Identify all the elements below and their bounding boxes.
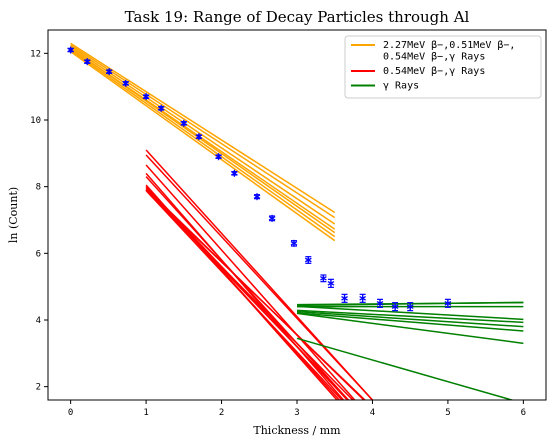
star-marker-stroke (195, 134, 203, 139)
fit-line-green-0 (296, 337, 515, 400)
legend: 2.27MeV β−,0.51MeV β−,0.54MeV β−,γ Rays0… (344, 35, 542, 99)
star-marker-stroke (180, 121, 188, 126)
star-marker-stroke (327, 281, 335, 286)
fit-line-red-10 (145, 189, 354, 400)
legend-box (344, 35, 542, 99)
star-marker-stroke (359, 296, 367, 301)
star-marker-stroke (122, 81, 130, 86)
fit-line-green-1 (296, 312, 524, 345)
fit-line-orange-5 (70, 49, 336, 238)
fit-line-green-4 (296, 310, 524, 328)
fit-line-red-8 (145, 190, 343, 400)
y-tick-label: 2 (36, 383, 41, 393)
data-point (359, 293, 367, 303)
star-marker-stroke (83, 59, 91, 64)
data-point (341, 293, 348, 303)
data-point (391, 302, 399, 312)
data-point (83, 58, 91, 66)
x-tick-label: 6 (521, 408, 526, 418)
legend-item: 2.27MeV β−,0.51MeV β−,0.54MeV β−,γ Rays (351, 40, 515, 63)
data-point (268, 214, 276, 222)
x-tick-label: 4 (370, 408, 375, 418)
y-tick-label: 10 (30, 116, 41, 126)
x-tick-label: 5 (445, 408, 450, 418)
x-tick-label: 2 (219, 408, 224, 418)
data-point (215, 153, 222, 161)
legend-item: 0.54MeV β−,γ Rays (351, 66, 485, 77)
legend-item: γ Rays (351, 81, 419, 92)
data-points (67, 46, 452, 312)
legend-label: 0.54MeV β−,γ Rays (383, 66, 485, 77)
fit-line-red-3 (145, 172, 345, 400)
fit-line-red-12 (145, 188, 366, 400)
fit-line-orange-1 (70, 44, 336, 219)
star-marker-stroke (376, 301, 384, 306)
fit-line-orange-2 (70, 46, 336, 225)
star-marker-stroke (215, 154, 222, 159)
legend-label: γ Rays (383, 81, 419, 92)
star-marker-stroke (105, 69, 113, 74)
data-point (157, 104, 165, 112)
star-marker-stroke (406, 304, 414, 309)
y-tick-label: 12 (30, 49, 41, 59)
star-marker-stroke (290, 241, 298, 246)
star-marker-stroke (231, 171, 238, 176)
star-marker-stroke (320, 276, 327, 281)
fit-line-green-3 (296, 312, 524, 332)
fit-line-green-2 (296, 305, 524, 321)
star-marker-stroke (304, 257, 312, 263)
y-tick-label: 6 (36, 249, 41, 259)
fit-family-orange (70, 42, 336, 242)
data-point (253, 193, 261, 201)
legend-label: 2.27MeV β−,0.51MeV β−, (383, 40, 515, 51)
fit-line-orange-0 (70, 42, 336, 214)
fit-line-red-1 (145, 154, 374, 400)
star-marker-stroke (268, 216, 276, 221)
data-point (327, 278, 335, 288)
y-axis-label: ln (Count) (7, 187, 20, 243)
legend-label: 0.54MeV β−,γ Rays (383, 52, 485, 63)
data-point (304, 256, 312, 264)
chart-title: Task 19: Range of Decay Particles throug… (125, 8, 470, 26)
data-point (105, 68, 113, 76)
data-point (444, 298, 452, 308)
data-point (406, 302, 414, 312)
data-point (231, 169, 238, 177)
data-point (320, 274, 327, 283)
x-tick-label: 3 (294, 408, 299, 418)
fit-line-red-2 (145, 164, 356, 400)
data-point (290, 239, 298, 247)
data-point (67, 46, 74, 54)
fit-family-red (145, 149, 374, 400)
star-marker-stroke (67, 47, 74, 53)
star-marker-stroke (253, 194, 261, 199)
fit-line-orange-4 (70, 47, 336, 234)
data-point (376, 298, 384, 308)
data-point (195, 133, 203, 141)
plot-area (67, 42, 524, 400)
y-tick-label: 8 (36, 183, 41, 193)
y-tick-label: 4 (36, 316, 41, 326)
fit-line-red-4 (145, 176, 350, 400)
star-marker-stroke (444, 301, 452, 306)
star-marker-stroke (157, 106, 165, 111)
star-marker-stroke (142, 94, 150, 99)
star-marker-stroke (341, 296, 348, 301)
x-axis-label: Thickness / mm (253, 424, 341, 437)
data-point (122, 79, 130, 87)
data-point (142, 93, 150, 101)
fit-line-orange-6 (70, 51, 336, 242)
data-point (180, 119, 188, 127)
fit-line-green-5 (296, 309, 524, 324)
x-tick-label: 0 (68, 408, 73, 418)
x-tick-label: 1 (143, 408, 148, 418)
star-marker-stroke (391, 304, 399, 309)
